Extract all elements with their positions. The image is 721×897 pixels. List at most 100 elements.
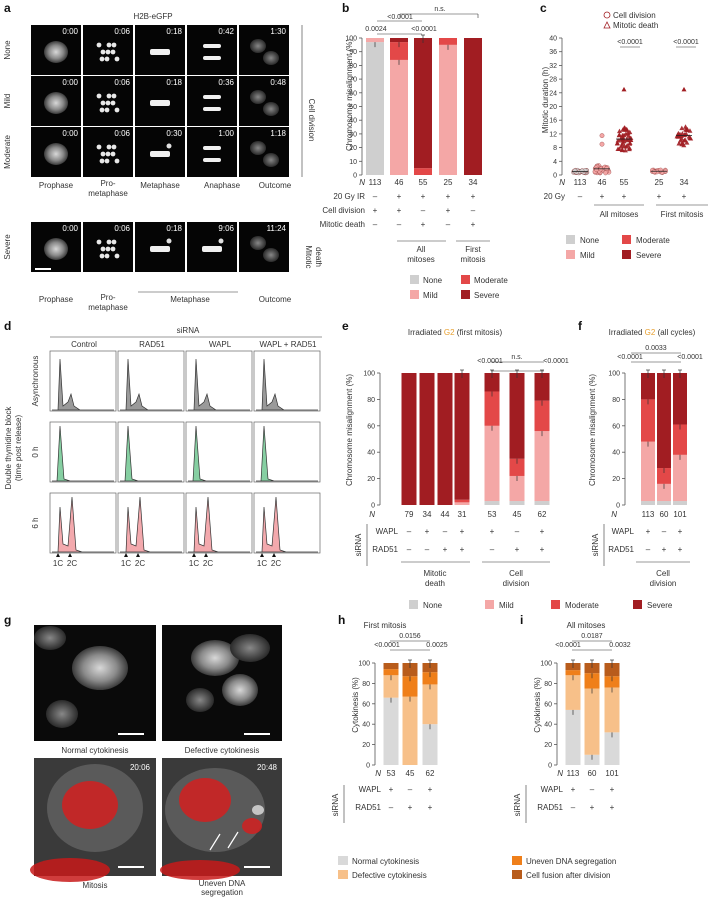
histogram: [120, 496, 182, 553]
table-cell: 44: [441, 510, 450, 519]
y-tick-label: 28: [549, 77, 557, 84]
chart-i: 0 20 40 60 80 100: [540, 659, 620, 770]
n-label-b: N: [359, 178, 365, 187]
table-cell: +: [610, 803, 615, 812]
bar-segment-cell-fusion-after-division: [604, 663, 620, 677]
pval-ns-b: n.s.: [434, 6, 445, 13]
row-label: Asynchronous: [31, 356, 40, 407]
col-b-metaphase-suffix: metaphase: [88, 303, 128, 312]
time-20-06: 20:06: [130, 763, 151, 772]
table-cell: +: [657, 192, 662, 201]
y-tick-label: 60: [367, 423, 375, 430]
chromatin-red: [30, 858, 110, 882]
metaphase-plate: [202, 246, 222, 252]
chromosome: [111, 42, 117, 48]
group-mitosis: mitosis: [461, 255, 486, 264]
bar-segment-moderate: [390, 42, 408, 60]
data-point-triangle: [620, 134, 626, 139]
metaphase-plate: [150, 49, 170, 55]
panel-a-title: H2B-eGFP: [133, 12, 172, 21]
tick-2c: 2C: [203, 559, 213, 568]
table-cell: +: [408, 803, 413, 812]
row-rad51-i: RAD51: [537, 803, 563, 812]
chromatin-bright: [252, 805, 264, 815]
col-b-outcome: Outcome: [259, 295, 292, 304]
cell-division-label: Cell division: [307, 99, 316, 142]
table-cell: +: [590, 803, 595, 812]
table-cell: 55: [620, 178, 629, 187]
cyto-legend: Normal cytokinesis Uneven DNA segregatio…: [338, 856, 616, 880]
table-cell: +: [421, 192, 426, 201]
y-tick-label: 100: [358, 661, 370, 668]
outlier-point: [681, 86, 687, 92]
legend-mild: Mild: [423, 291, 438, 300]
histogram: [52, 425, 114, 482]
bar-segment-mild: [673, 454, 687, 502]
y-tick-label: 100: [540, 661, 552, 668]
bar-segment-severe: [464, 38, 482, 175]
chromosome: [106, 144, 112, 150]
table-cell: 25: [444, 178, 453, 187]
panel-e-title: Irradiated G2 (first mitosis): [408, 328, 503, 337]
metaphase-plate: [150, 151, 170, 157]
table-cell: –: [646, 545, 651, 554]
table-cell: 113: [642, 510, 655, 519]
bar-segment-severe: [534, 373, 550, 401]
y-tick-label: 0: [371, 503, 375, 510]
scale-bar: [118, 866, 144, 868]
chromatid-set: [203, 44, 221, 48]
data-point-triangle: [622, 127, 628, 132]
bar-segment-severe: [437, 373, 453, 505]
sirna-f: siRNA: [591, 533, 600, 556]
y-tick-label: 40: [362, 722, 370, 729]
chromosome: [105, 151, 111, 157]
table-cell: 53: [387, 769, 396, 778]
chromosome: [105, 100, 111, 106]
legend-triangle-icon: [603, 21, 611, 29]
histogram: [188, 358, 250, 411]
title-pre: Irradiated: [609, 328, 645, 337]
table-cell: +: [397, 192, 402, 201]
pval-b-2: <0.0001: [387, 14, 413, 21]
row-label: Mitotic death: [320, 220, 365, 229]
table-cell: 46: [395, 178, 404, 187]
arrow-2c-icon: [68, 553, 72, 557]
chromosome: [100, 246, 106, 252]
lagging-chromosome: [218, 238, 224, 244]
row-label-none: None: [3, 40, 12, 60]
legend-swatch-mild: [410, 290, 419, 299]
title-post: (first mitosis): [455, 328, 503, 337]
sirna-h: siRNA: [331, 793, 340, 816]
table-cell: +: [682, 192, 687, 201]
timestamp: 0:00: [62, 27, 78, 36]
bar-segment-moderate: [509, 458, 525, 476]
timestamp: 0:00: [62, 129, 78, 138]
panel-letter-d: d: [4, 319, 11, 333]
table-cell: –: [515, 527, 520, 536]
data-point-triangle: [616, 146, 622, 151]
chromosome: [99, 56, 105, 62]
chromatid-set: [203, 56, 221, 60]
nucleus: [44, 92, 68, 114]
chromatin-red: [242, 818, 262, 834]
table-cell: –: [373, 192, 378, 201]
timestamp: 1:18: [270, 129, 286, 138]
nucleus: [34, 626, 66, 650]
row-label-severe: Severe: [3, 234, 12, 260]
chart-h: 0 20 40 60 80 100: [358, 659, 438, 770]
bar-segment-moderate: [641, 399, 655, 442]
legend-swatch-none: [409, 600, 418, 609]
panel-b-ylabel: Chromosome misalignment (%): [345, 39, 354, 151]
legend-swatch-normal: [338, 856, 348, 865]
legend-swatch-none: [410, 275, 419, 284]
row-rad51-f: RAD51: [608, 545, 634, 554]
y-tick-label: 16: [549, 118, 557, 125]
sirna-e: siRNA: [354, 533, 363, 556]
pval-i-1: 0.0187: [581, 633, 603, 640]
histogram: [256, 425, 318, 482]
y-tick-label: 0: [353, 173, 357, 180]
panel-letter-b: b: [342, 1, 349, 15]
bar-segment-defective-cytokinesis: [584, 688, 600, 755]
chromosome: [114, 253, 120, 259]
